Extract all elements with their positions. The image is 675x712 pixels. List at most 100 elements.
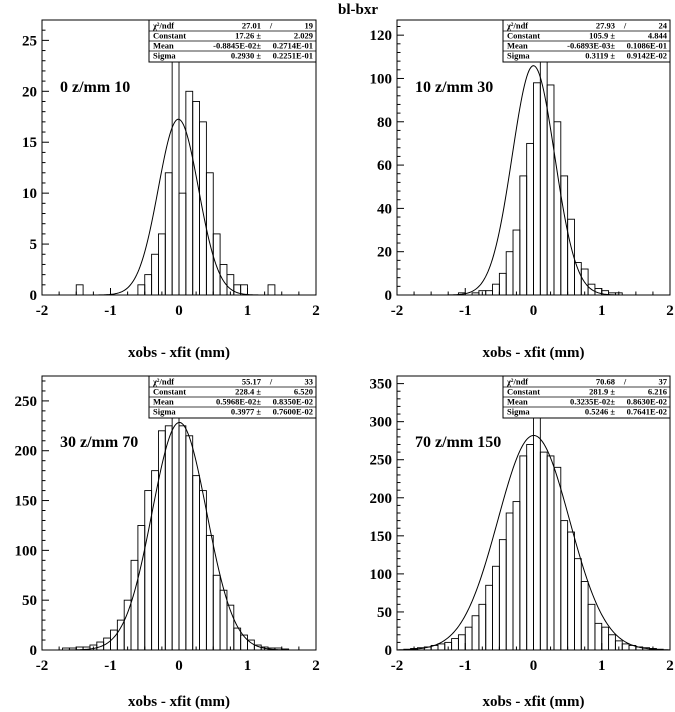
x-tick-label: 0: [175, 303, 183, 319]
y-tick-label: 100: [370, 567, 393, 583]
stats-box: χ²/ndf 70.68 / 37 Constant 281.9 ± 6.216 Mean 0.…: [502, 375, 671, 419]
y-tick-label: 150: [370, 529, 393, 545]
x-axis-label: xobs - xfit (mm): [128, 345, 230, 361]
stat-label: Sigma: [507, 51, 530, 61]
stat-label: χ²/ndf: [506, 377, 528, 387]
stat-value: 0.5246 ±: [585, 407, 616, 417]
histogram-bin: [164, 172, 173, 296]
x-tick-label: 0: [530, 658, 538, 674]
stat-error: 37: [659, 377, 668, 387]
stat-error: 0.9142E-02: [627, 51, 667, 61]
stat-error: 19: [305, 21, 314, 31]
histogram-bin: [498, 272, 507, 296]
range-label: 70 z/mm 150: [415, 434, 501, 451]
x-tick-label: -2: [391, 658, 404, 674]
y-tick-label: 50: [377, 605, 392, 621]
stat-label: χ²/ndf: [506, 21, 528, 31]
y-tick-label: 60: [377, 158, 392, 174]
x-tick-label: -1: [459, 303, 472, 319]
histogram-bin: [116, 619, 125, 651]
stat-error: 2.029: [294, 31, 313, 41]
chart-panel: -2 -1 0 1 2 0 50 100 150 200 250 χ²/ndf 55.17 / 33 Con…: [15, 375, 320, 710]
fit-curve: [42, 421, 316, 651]
stat-label: Mean: [507, 397, 528, 407]
stat-value: 281.9 ±: [589, 387, 615, 397]
stat-label: Sigma: [153, 407, 176, 417]
stat-value: 17.26 ±: [235, 31, 261, 41]
stats-box: χ²/ndf 55.17 / 33 Constant 228.4 ± 6.520 Mean 0.…: [148, 375, 317, 419]
x-tick-label: 1: [598, 658, 606, 674]
y-tick-label: 10: [22, 186, 37, 202]
histogram-bin: [492, 283, 500, 296]
histogram-bin: [471, 615, 480, 651]
stat-error: 0.7641E-02: [627, 407, 667, 417]
histogram-bin: [199, 490, 207, 651]
stat-label: Constant: [507, 387, 540, 397]
histogram-bin: [608, 634, 616, 651]
stat-error: 0.2714E-01: [273, 41, 313, 51]
histogram-bin: [178, 192, 187, 296]
histogram-bin: [498, 539, 507, 651]
histogram-bin: [478, 603, 487, 651]
y-tick-label: 100: [370, 71, 393, 87]
x-axis-label: xobs - xfit (mm): [482, 694, 584, 710]
histogram-bin: [205, 534, 214, 651]
histogram-bin: [485, 290, 494, 296]
histogram-bin: [533, 82, 541, 296]
histogram-bin: [546, 455, 555, 651]
histogram-bin: [512, 501, 521, 651]
y-tick-label: 0: [30, 288, 38, 304]
histogram-bin: [539, 451, 548, 651]
stat-label: Constant: [507, 31, 540, 41]
stat-value: 0.3235E-02±: [570, 397, 615, 407]
histogram-bin: [505, 251, 514, 296]
stat-error: 6.520: [294, 387, 313, 397]
histogram-bin: [157, 233, 166, 296]
y-tick-label: 15: [22, 135, 37, 151]
histogram-bin: [137, 525, 146, 651]
histogram-bin: [164, 425, 173, 651]
histogram-bin: [123, 599, 132, 651]
histogram-bin: [526, 444, 534, 651]
stat-separator: /: [269, 21, 273, 31]
axes: -2 -1 0 1 2 0 50 100 150 200 250: [15, 375, 320, 674]
x-tick-label: -2: [36, 658, 49, 674]
y-tick-label: 50: [22, 593, 37, 609]
x-tick-label: 2: [312, 303, 320, 319]
x-tick-label: 2: [666, 303, 674, 319]
histogram-bin: [437, 643, 446, 651]
y-tick-label: 0: [30, 643, 38, 659]
x-tick-label: -1: [104, 658, 117, 674]
histogram-bin: [137, 284, 146, 296]
histogram-bin: [594, 622, 603, 651]
histogram-bin: [519, 455, 528, 651]
y-tick-label: 80: [377, 115, 392, 131]
range-label: 30 z/mm 70: [60, 434, 138, 451]
histogram-bin: [226, 604, 235, 651]
axes: -2 -1 0 1 2 0 50 100 150 200 250 300 350: [370, 375, 674, 674]
stat-error: 0.8630E-02: [627, 397, 667, 407]
histogram-bin: [219, 589, 228, 651]
histogram-bin: [457, 634, 466, 651]
histogram-bin: [519, 175, 528, 296]
stat-label: χ²/ndf: [152, 377, 174, 387]
x-axis-label: xobs - xfit (mm): [482, 345, 584, 361]
y-tick-label: 200: [15, 444, 38, 460]
stat-value: 228.4 ±: [235, 387, 261, 397]
stat-value: 0.3977 ±: [231, 407, 262, 417]
gaussian-fit: [396, 434, 671, 651]
y-tick-label: 250: [370, 453, 393, 469]
histogram-bin: [233, 627, 242, 651]
histogram-bin: [171, 395, 180, 651]
x-tick-label: 2: [312, 658, 320, 674]
stat-error: 33: [305, 377, 314, 387]
histogram-bin: [192, 101, 200, 296]
histogram-bin: [178, 425, 187, 651]
histogram-bin: [219, 263, 228, 296]
y-tick-label: 20: [22, 84, 37, 100]
histogram-bin: [144, 490, 153, 651]
